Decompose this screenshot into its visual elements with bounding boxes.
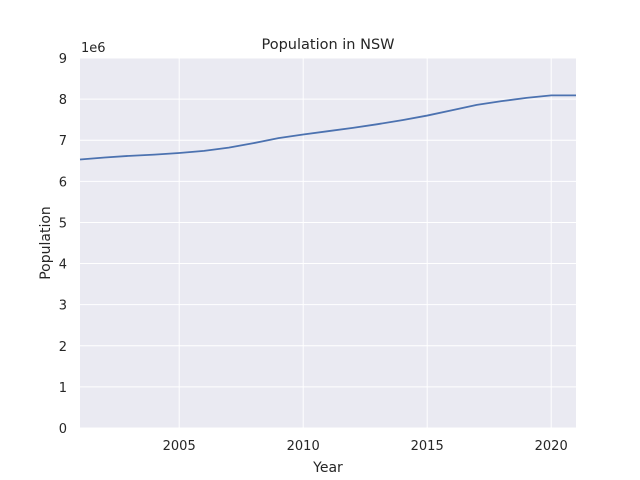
x-tick-label: 2005: [163, 439, 196, 454]
y-tick-label: 6: [59, 175, 67, 190]
chart-title: Population in NSW: [261, 37, 394, 53]
x-axis-label: Year: [312, 460, 343, 476]
y-axis-label: Population: [38, 206, 54, 280]
x-tick-label: 2020: [535, 439, 568, 454]
y-tick-labels: 0 1 2 3 4 5 6 7 8 9: [59, 52, 67, 437]
plot-background: [80, 58, 576, 428]
population-series-line: [79, 94, 576, 161]
y-gridlines: [80, 57, 576, 429]
y-tick-label: 3: [59, 299, 67, 314]
y-tick-label: 1: [59, 381, 67, 396]
y-tick-label: 0: [59, 422, 67, 437]
x-gridlines: [178, 58, 552, 428]
x-tick-label: 2015: [411, 439, 444, 454]
x-tick-labels: 2005 2010 2015 2020: [163, 439, 568, 454]
y-tick-label: 4: [59, 258, 67, 273]
y-tick-label: 9: [59, 52, 67, 67]
x-tick-label: 2010: [287, 439, 320, 454]
y-offset-label: 1e6: [81, 41, 106, 56]
y-tick-label: 8: [59, 93, 67, 108]
y-tick-label: 7: [59, 134, 67, 149]
y-tick-label: 2: [59, 340, 67, 355]
y-tick-label: 5: [59, 216, 67, 231]
